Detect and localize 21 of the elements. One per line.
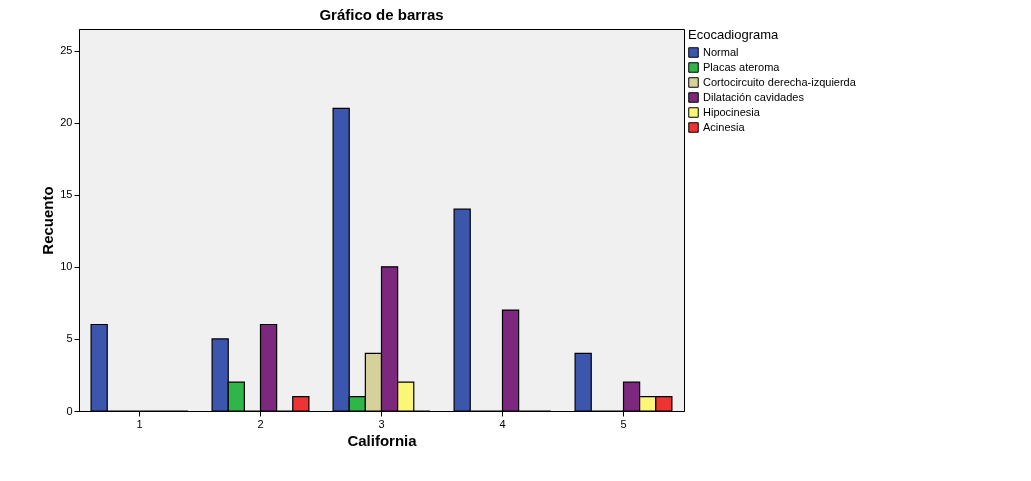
x-axis-title: California (347, 431, 418, 449)
x-tick-label: 3 (378, 417, 385, 430)
y-tick-label: 20 (60, 116, 73, 129)
legend-label: Normal (703, 45, 739, 58)
legend-label: Placas ateroma (703, 60, 781, 73)
chart-title: Gráfico de barras (319, 6, 444, 23)
legend-title: Ecocadiograma (688, 27, 780, 42)
y-axis-title: Recuento (39, 186, 57, 255)
x-tick-label: 4 (499, 417, 506, 430)
legend-label: Hipocinesia (703, 105, 761, 118)
y-tick-label: 15 (60, 188, 73, 201)
x-tick-label: 2 (257, 417, 264, 430)
y-tick-label: 25 (60, 44, 73, 57)
legend-label: Acinesia (703, 120, 746, 133)
y-tick-label: 5 (66, 332, 73, 345)
x-tick-label: 5 (620, 417, 627, 430)
y-tick-label: 0 (66, 404, 73, 417)
legend-label: Cortocircuito derecha-izquierda (703, 75, 857, 88)
legend-label: Dilatación cavidades (703, 90, 805, 103)
y-tick-label: 10 (60, 260, 73, 273)
x-tick-label: 1 (136, 417, 143, 430)
